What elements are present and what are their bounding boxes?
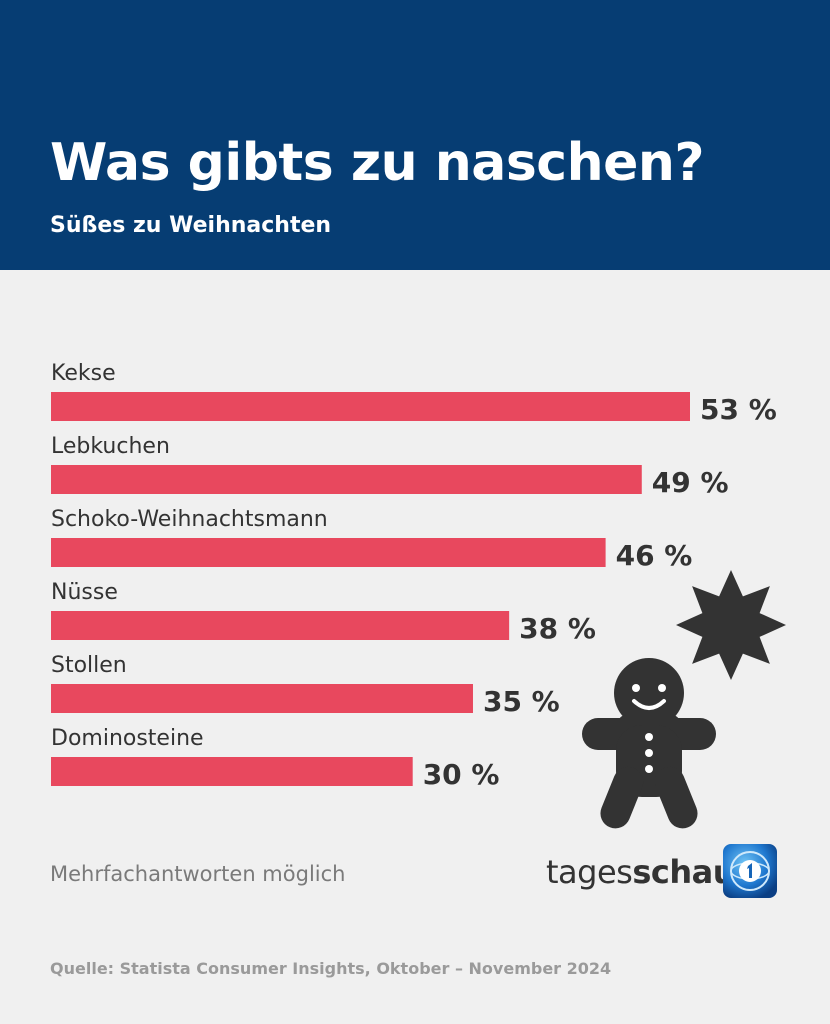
brand-wordmark: tagesschau <box>546 850 735 894</box>
bar <box>51 611 510 640</box>
value-label: 38 % <box>519 612 596 645</box>
brand-part-tages: tages <box>546 853 633 891</box>
header-banner: Was gibts zu naschen? Süßes zu Weihnacht… <box>0 0 830 270</box>
page-subtitle: Süßes zu Weihnachten <box>50 213 332 238</box>
page-title: Was gibts zu naschen? <box>50 133 705 193</box>
bar <box>51 757 413 786</box>
bar <box>51 465 642 494</box>
bar <box>51 684 473 713</box>
tagesschau-logo-icon <box>723 844 777 898</box>
value-label: 49 % <box>652 466 729 499</box>
category-label: Stollen <box>51 653 127 678</box>
value-label: 30 % <box>423 758 500 791</box>
value-label: 53 % <box>700 393 777 426</box>
category-label: Lebkuchen <box>51 434 170 459</box>
footnote-multiple-answers: Mehrfachantworten möglich <box>50 862 346 886</box>
star-icon <box>676 570 786 680</box>
category-label: Dominosteine <box>51 726 204 751</box>
bar <box>51 538 606 567</box>
brand-part-schau: schau <box>632 853 735 891</box>
gingerbread-man-icon <box>582 658 716 829</box>
category-label: Kekse <box>51 361 116 386</box>
category-label: Schoko-Weihnachtsmann <box>51 507 328 532</box>
value-label: 35 % <box>483 685 560 718</box>
category-label: Nüsse <box>51 580 118 605</box>
bar-chart: Kekse 53 % Lebkuchen 49 % Schoko-Weihnachtsm… <box>51 361 777 791</box>
bar <box>51 392 690 421</box>
source-note: Quelle: Statista Consumer Insights, Okto… <box>50 959 612 978</box>
value-label: 46 % <box>616 539 693 572</box>
